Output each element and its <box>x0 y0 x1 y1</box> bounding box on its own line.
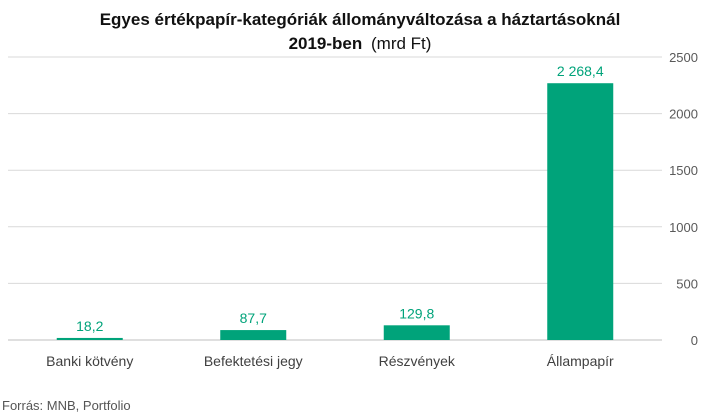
chart-title-line1: Egyes értékpapír-kategóriák állományvált… <box>99 10 621 29</box>
source-note: Forrás: MNB, Portfolio <box>2 398 131 413</box>
x-tick-label: Részvények <box>379 353 456 369</box>
chart-title-year: 2019-ben <box>288 34 363 53</box>
y-tick-label: 2000 <box>669 107 698 122</box>
x-tick-label: Állampapír <box>547 353 614 369</box>
data-label: 129,8 <box>399 305 434 321</box>
data-label: 2 268,4 <box>557 63 604 79</box>
y-tick-label: 0 <box>691 333 698 348</box>
y-tick-label: 2500 <box>669 50 698 65</box>
bar <box>547 83 614 341</box>
chart-title: Egyes értékpapír-kategóriák állományvált… <box>0 8 720 56</box>
x-tick-label: Befektetési jegy <box>204 353 303 369</box>
chart-title-line2: 2019-ben (mrd Ft) <box>0 32 720 56</box>
x-tick-label: Banki kötvény <box>46 353 133 369</box>
y-tick-label: 1500 <box>669 163 698 178</box>
bar <box>383 325 450 340</box>
data-label: 87,7 <box>240 310 267 326</box>
y-tick-label: 1000 <box>669 220 698 235</box>
y-tick-label: 500 <box>676 276 698 291</box>
chart-title-unit: (mrd Ft) <box>371 34 432 53</box>
bar <box>56 337 123 340</box>
data-label: 18,2 <box>76 318 103 334</box>
bar <box>220 330 287 340</box>
